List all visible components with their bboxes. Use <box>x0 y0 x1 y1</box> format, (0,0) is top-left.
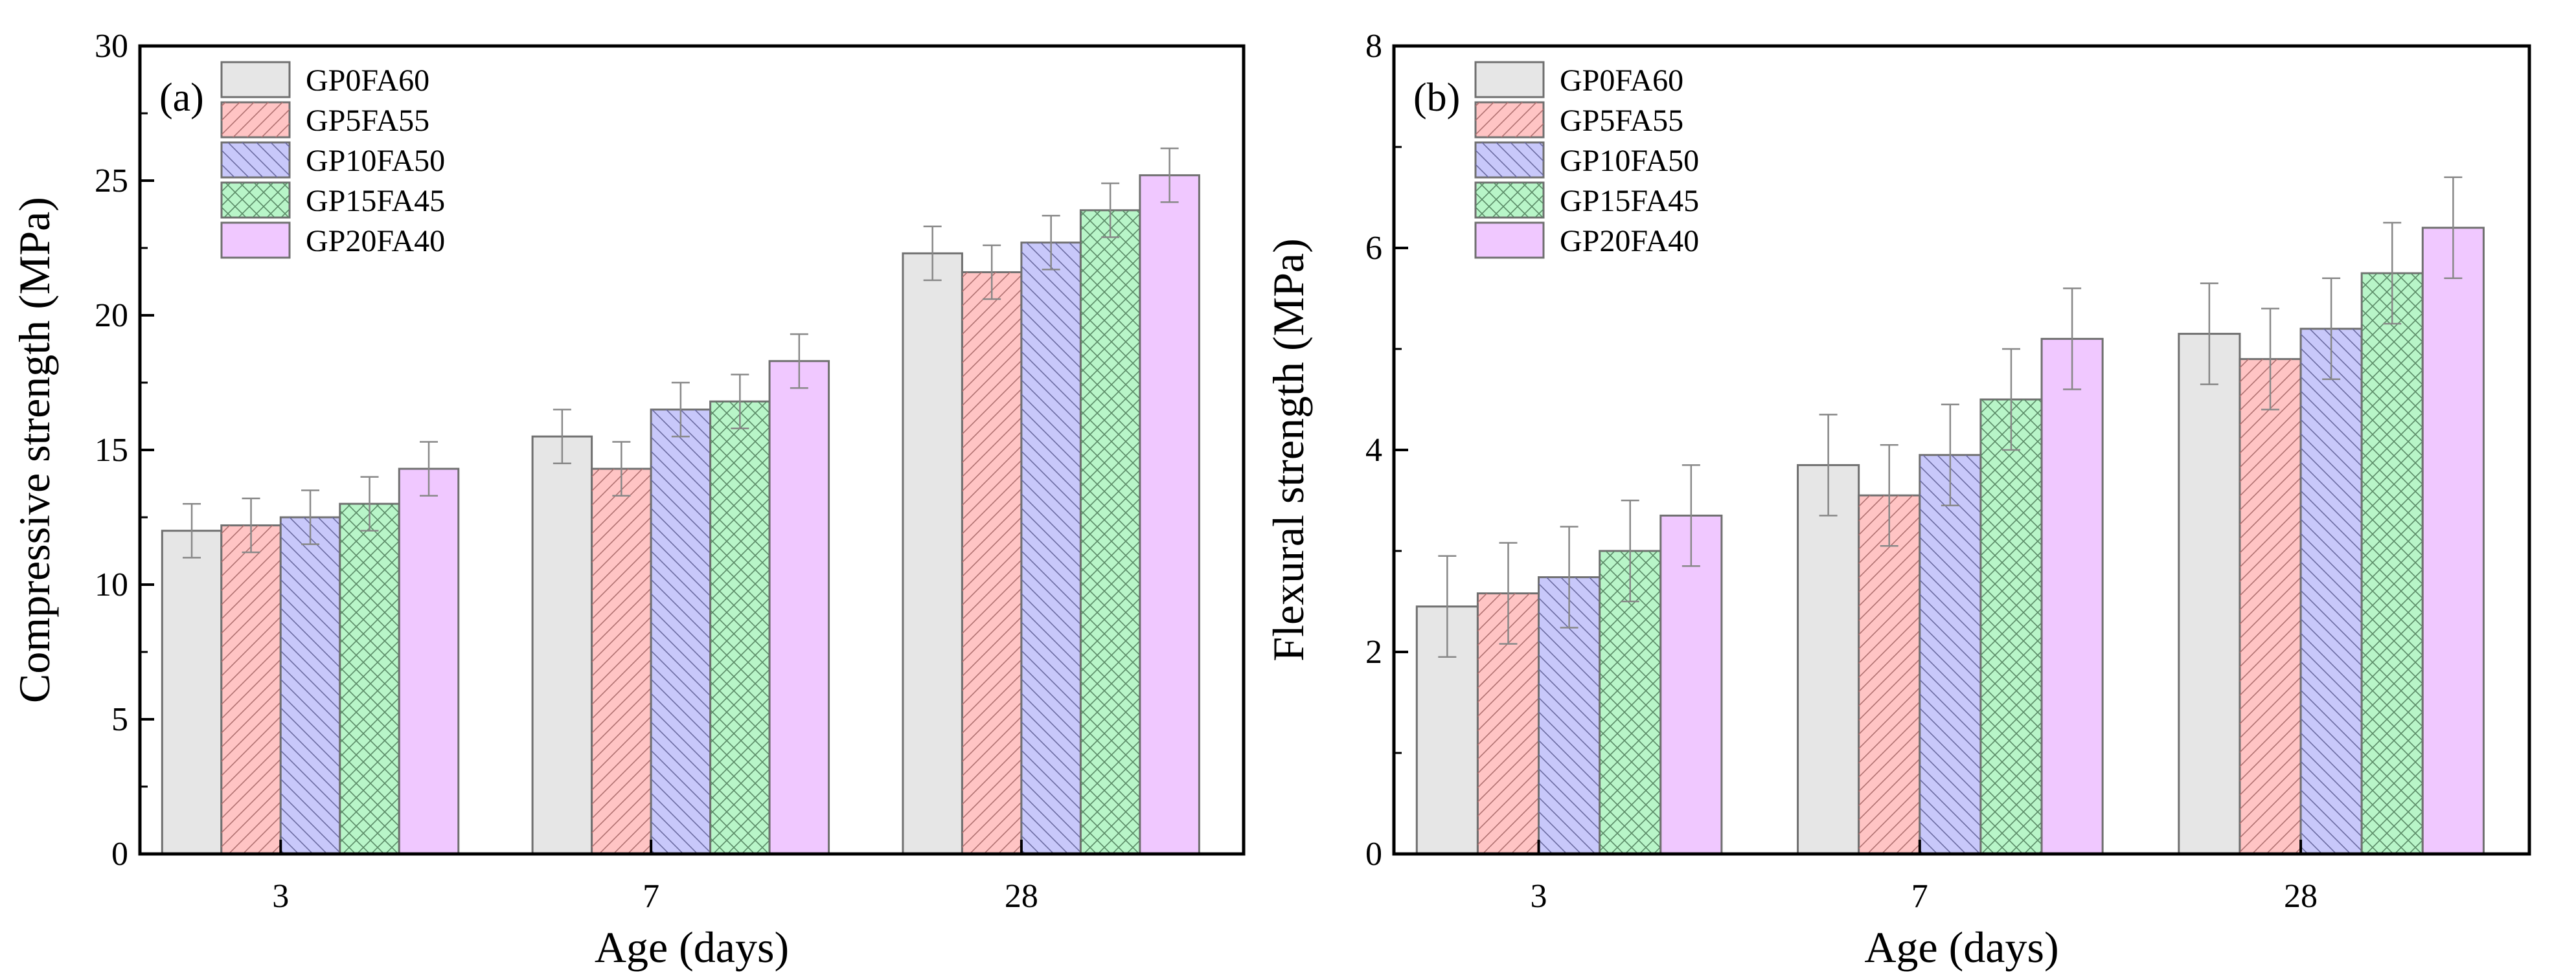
bar-hatch-GP10FA50-3 <box>280 517 340 854</box>
x-tick-label: 7 <box>1911 878 1928 915</box>
legend-label: GP20FA40 <box>1560 224 1699 258</box>
y-tick-label: 25 <box>95 162 128 199</box>
legend-swatch-hatch <box>222 102 290 137</box>
legend-swatch-GP20FA40 <box>1474 221 1545 259</box>
bar-GP20FA40-7 <box>768 360 830 855</box>
bar-GP0FA60-3 <box>161 530 223 855</box>
y-tick-label: 6 <box>1365 230 1382 267</box>
compressive-strength-chart: 0 5 10 15 20 25 30 3 7 28 Age (days) Compressive st… <box>10 28 1246 972</box>
x-tick-label: 7 <box>643 878 659 915</box>
y-axis-label: Compressive strength (MPa) <box>10 197 59 703</box>
bar-hatch-GP10FA50-28 <box>1021 242 1081 854</box>
bar-GP20FA40-28 <box>1139 174 1200 855</box>
bar-hatch-GP10FA50-28 <box>2301 328 2362 854</box>
bar-GP20FA40-7 <box>2040 337 2104 855</box>
x-axis-label: Age (days) <box>1864 923 2058 972</box>
legend: GP0FA60 GP5FA55 GP10FA50 GP15FA45 GP20FA40 <box>1474 61 1699 259</box>
bar-hatch-GP5FA55-3 <box>221 525 281 854</box>
bar-GP20FA40-3 <box>398 467 460 855</box>
legend-swatch-GP20FA40 <box>220 221 291 259</box>
x-tick-label: 28 <box>2284 878 2318 915</box>
y-tick-label: 8 <box>1365 28 1382 65</box>
bar-GP0FA60-7 <box>1797 464 1860 855</box>
y-tick-label: 30 <box>95 28 128 65</box>
y-tick-label: 0 <box>111 836 128 873</box>
bar-hatch-GP15FA45-3 <box>339 504 400 854</box>
bar-hatch-GP5FA55-28 <box>962 272 1021 854</box>
legend-label: GP0FA60 <box>1560 63 1683 98</box>
bar-GP20FA40-3 <box>1659 514 1723 855</box>
legend-swatch-GP0FA60 <box>220 61 291 98</box>
legend-label: GP15FA45 <box>306 184 445 218</box>
panel-label: (a) <box>159 76 204 120</box>
x-tick-label: 3 <box>272 878 289 915</box>
y-tick-label: 4 <box>1365 432 1382 469</box>
bar-hatch-GP5FA55-7 <box>1858 495 1920 854</box>
legend-swatch-GP0FA60 <box>1474 61 1545 98</box>
bar-hatch-GP5FA55-28 <box>2239 359 2301 854</box>
bar-GP0FA60-28 <box>2178 333 2241 855</box>
bar-hatch-GP15FA45-7 <box>710 401 770 854</box>
flexural-strength-chart: 0 2 4 6 8 3 7 28 Age (days) Flexural strength (MP… <box>1264 28 2531 972</box>
legend-label: GP0FA60 <box>306 63 429 98</box>
panel-label: (b) <box>1413 76 1460 120</box>
bar-hatch-GP10FA50-7 <box>1919 454 1981 854</box>
bar-GP20FA40-28 <box>2421 227 2485 855</box>
legend-swatch-hatch <box>1476 142 1544 177</box>
bar-GP0FA60-7 <box>531 435 593 855</box>
legend-label: GP10FA50 <box>306 144 445 178</box>
bar-hatch-GP5FA55-7 <box>591 469 652 854</box>
legend-swatch-hatch <box>222 142 290 177</box>
x-tick-label: 3 <box>1531 878 1547 915</box>
legend-label: GP5FA55 <box>1560 104 1683 138</box>
y-tick-label: 15 <box>95 432 128 469</box>
legend-label: GP15FA45 <box>1560 184 1699 218</box>
bar-hatch-GP10FA50-7 <box>651 409 711 854</box>
legend-swatch-hatch <box>1476 102 1544 137</box>
y-tick-label: 2 <box>1365 634 1382 671</box>
bar-hatch-GP15FA45-28 <box>1080 210 1140 854</box>
x-tick-label: 28 <box>1005 878 1038 915</box>
legend-swatch-hatch <box>1476 183 1544 218</box>
legend: GP0FA60 GP5FA55 GP10FA50 GP15FA45 GP20FA40 <box>220 61 445 259</box>
y-tick-label: 10 <box>95 566 128 603</box>
bar-hatch-GP15FA45-28 <box>2362 273 2423 854</box>
bar-hatch-GP15FA45-7 <box>1980 399 2042 854</box>
x-axis-label: Age (days) <box>595 923 789 972</box>
y-tick-label: 20 <box>95 297 128 334</box>
legend-swatch-hatch <box>222 183 290 218</box>
legend-label: GP20FA40 <box>306 224 445 258</box>
y-tick-label: 5 <box>111 701 128 738</box>
y-axis-label: Flexural strength (MPa) <box>1264 238 1313 661</box>
legend-label: GP10FA50 <box>1560 144 1699 178</box>
bar-GP0FA60-28 <box>902 252 963 855</box>
y-tick-label: 0 <box>1365 836 1382 873</box>
legend-label: GP5FA55 <box>306 104 429 138</box>
